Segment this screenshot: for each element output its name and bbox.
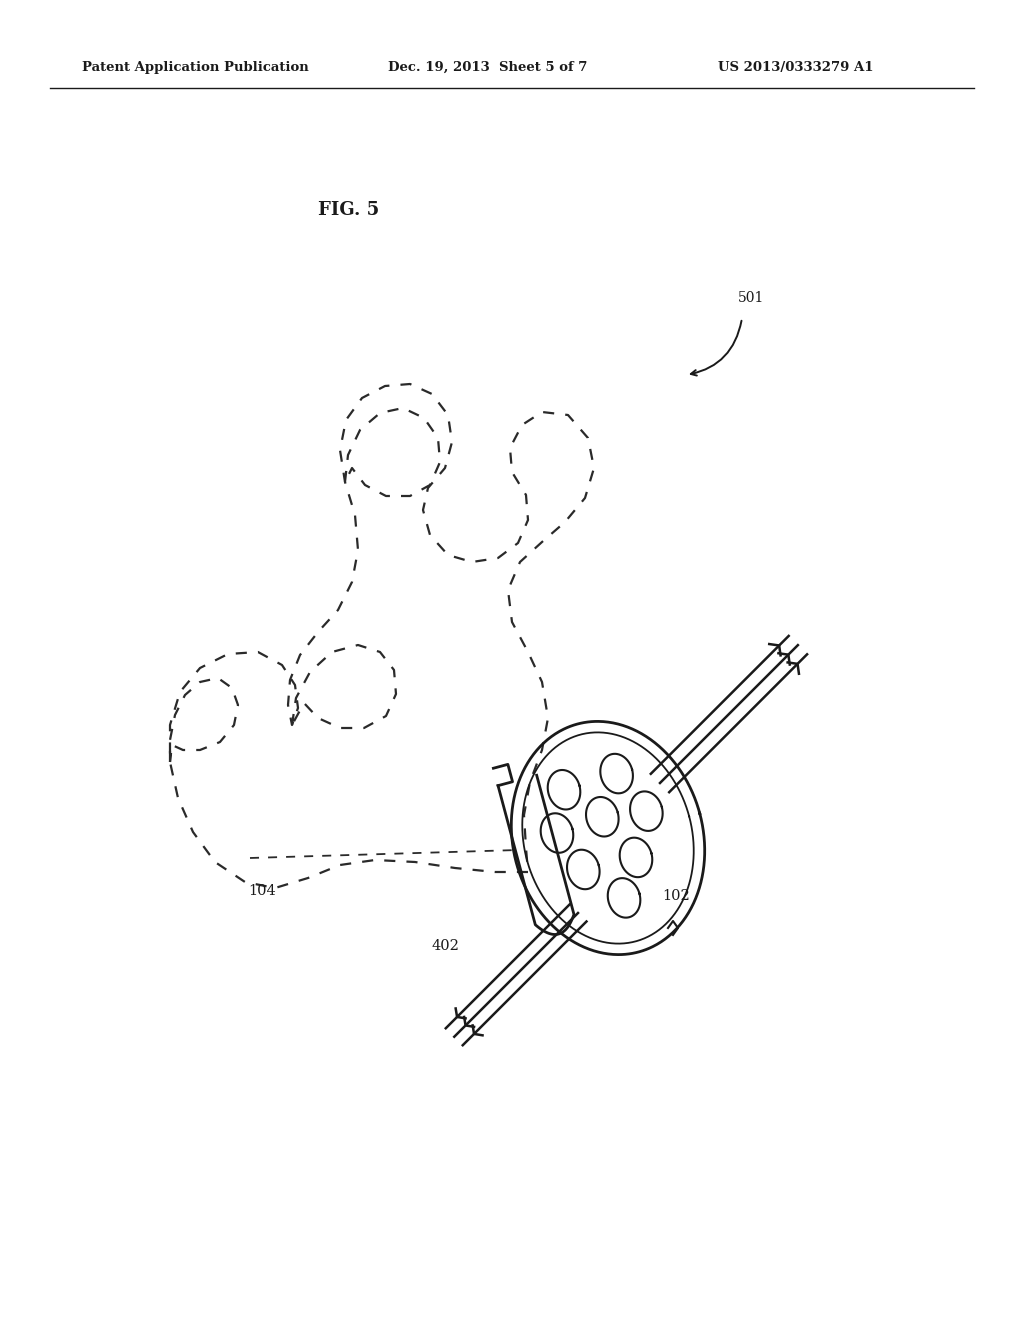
Text: Patent Application Publication: Patent Application Publication xyxy=(82,61,309,74)
Text: 402: 402 xyxy=(432,939,460,953)
Text: 102: 102 xyxy=(662,888,690,903)
Text: Dec. 19, 2013  Sheet 5 of 7: Dec. 19, 2013 Sheet 5 of 7 xyxy=(388,61,588,74)
Text: FIG. 5: FIG. 5 xyxy=(318,201,379,219)
Text: 501: 501 xyxy=(738,290,764,305)
Text: US 2013/0333279 A1: US 2013/0333279 A1 xyxy=(718,61,873,74)
Text: 104: 104 xyxy=(248,884,275,898)
